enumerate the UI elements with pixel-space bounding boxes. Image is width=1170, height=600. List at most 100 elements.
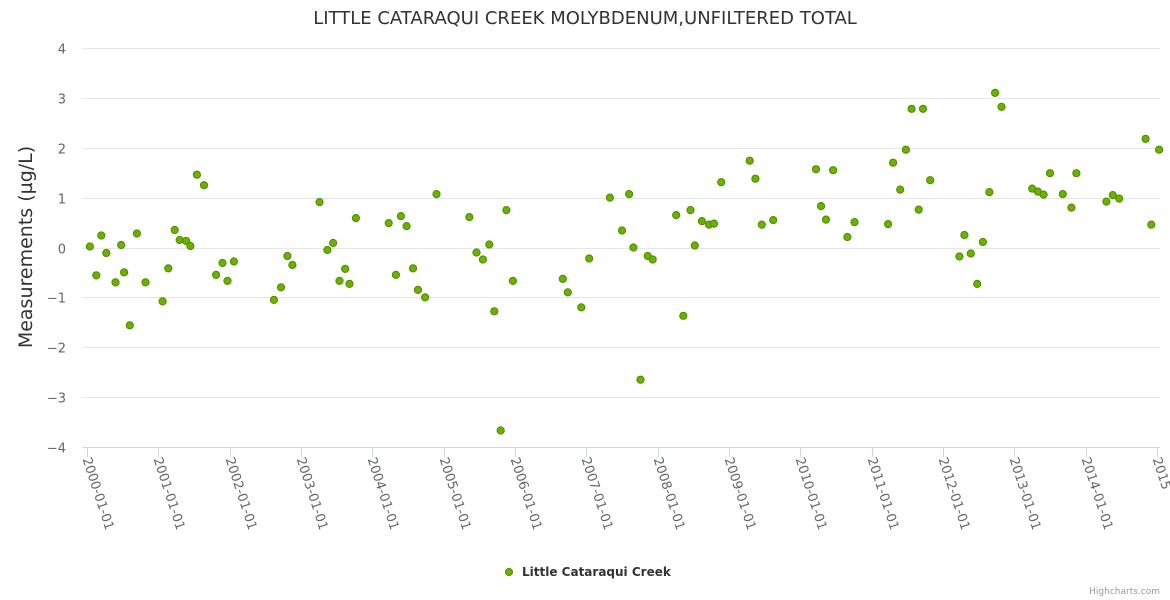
data-point[interactable] [218,258,227,268]
data-point[interactable] [577,303,586,312]
data-point[interactable] [751,174,760,183]
data-point[interactable] [345,279,354,288]
data-point[interactable] [1045,169,1055,178]
data-point[interactable] [617,226,627,235]
data-point[interactable] [1155,145,1164,154]
data-point[interactable] [672,211,681,220]
data-point[interactable] [648,255,657,264]
data-point[interactable] [502,206,511,215]
data-point[interactable] [351,214,360,223]
data-point[interactable] [901,145,911,154]
data-point[interactable] [997,102,1006,112]
data-point[interactable] [821,215,831,224]
data-point[interactable] [170,225,179,235]
data-point[interactable] [496,426,505,435]
data-point[interactable] [1039,190,1048,199]
data-point[interactable] [508,276,518,285]
data-point[interactable] [396,212,405,221]
data-point[interactable] [288,260,297,270]
data-point[interactable] [585,254,594,263]
data-point[interactable] [978,237,988,247]
data-point[interactable] [850,218,859,227]
data-point[interactable] [1072,169,1081,178]
data-point[interactable] [120,268,129,277]
data-point[interactable] [102,248,111,258]
data-point[interactable] [955,252,964,261]
data-point[interactable] [717,178,726,187]
data-point[interactable] [829,166,838,175]
data-point[interactable] [485,240,494,249]
data-point[interactable] [884,220,893,229]
data-point[interactable] [384,219,393,228]
data-point[interactable] [132,229,141,238]
data-point[interactable] [1115,194,1124,203]
data-point[interactable] [111,278,120,287]
credits-link[interactable]: Highcharts.com [1089,587,1160,597]
data-point[interactable] [490,307,499,316]
data-point[interactable] [391,270,400,279]
legend-label[interactable]: Little Cataraqui Creek [522,565,672,579]
data-point[interactable] [966,249,975,258]
data-point[interactable] [408,264,418,273]
data-point[interactable] [97,231,106,240]
data-point[interactable] [636,375,645,384]
data-point[interactable] [679,311,688,320]
data-point[interactable] [158,297,167,306]
data-point[interactable] [769,216,778,225]
data-point[interactable] [757,220,766,229]
data-point[interactable] [141,278,150,287]
data-point[interactable] [421,293,430,302]
data-point[interactable] [973,279,982,288]
data-point[interactable] [175,235,184,245]
data-point[interactable] [745,156,754,165]
data-point[interactable] [985,188,994,197]
data-point[interactable] [1058,190,1067,199]
legend-marker[interactable] [505,568,513,576]
data-point[interactable] [558,274,567,283]
data-point[interactable] [1147,220,1156,229]
data-point[interactable] [914,205,923,214]
data-point[interactable] [85,242,95,251]
data-point[interactable] [186,241,195,251]
data-point[interactable] [329,238,338,248]
data-point[interactable] [276,283,286,292]
data-point[interactable] [926,176,935,185]
data-point[interactable] [686,206,695,215]
data-point[interactable] [402,222,411,231]
data-point[interactable] [843,232,852,242]
data-point[interactable] [413,285,423,294]
data-point[interactable] [907,104,916,113]
data-point[interactable] [229,257,238,266]
data-point[interactable] [125,321,134,330]
legend[interactable]: Little Cataraqui Creek [505,565,672,579]
data-point[interactable] [918,104,928,113]
data-point[interactable] [341,264,350,273]
data-point[interactable] [1141,134,1150,143]
data-point[interactable] [1102,197,1111,206]
data-point[interactable] [117,240,126,250]
data-point[interactable] [192,170,201,179]
data-point[interactable] [465,213,474,222]
data-point[interactable] [690,241,699,250]
data-point[interactable] [889,158,898,167]
data-point[interactable] [269,295,278,304]
data-point[interactable] [283,251,292,261]
series-little-cataraqui-creek[interactable] [85,88,1164,435]
data-point[interactable] [1067,203,1076,212]
data-point[interactable] [709,219,719,228]
data-point[interactable] [472,248,481,257]
data-point[interactable] [896,185,905,194]
data-point[interactable] [212,270,221,279]
data-point[interactable] [991,88,1000,98]
data-point[interactable] [432,190,441,199]
data-point[interactable] [92,271,101,280]
data-point[interactable] [816,202,826,211]
data-point[interactable] [605,193,615,202]
data-point[interactable] [629,243,638,252]
data-point[interactable] [478,255,487,264]
data-point[interactable] [223,276,232,285]
data-point[interactable] [697,217,707,226]
data-point[interactable] [960,230,969,240]
data-point[interactable] [1108,191,1117,200]
data-point[interactable] [323,245,332,255]
